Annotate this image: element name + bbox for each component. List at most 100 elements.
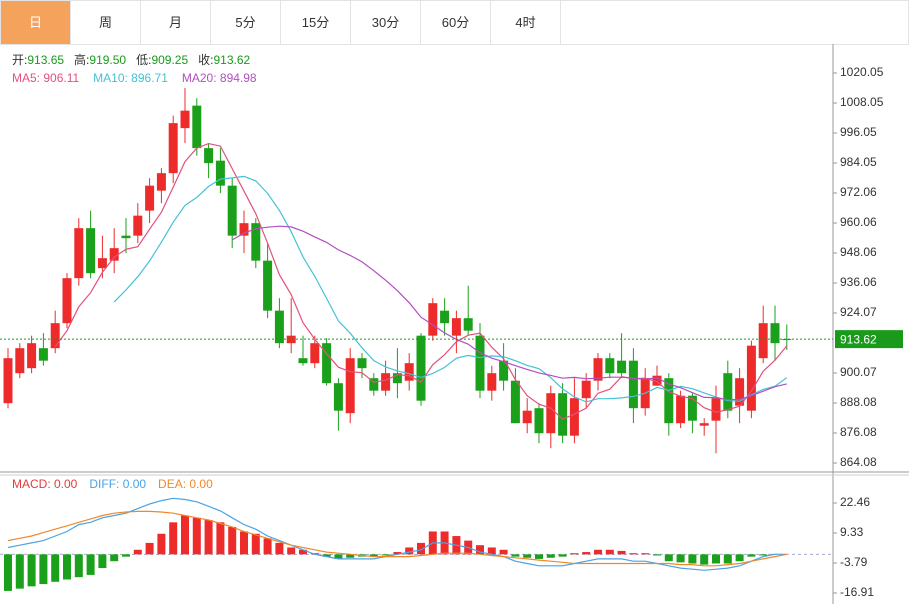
- legend-entry: MACD: 0.00: [12, 477, 78, 491]
- macd-bar: [157, 533, 166, 555]
- y-tick-label: 960.06: [840, 215, 877, 229]
- macd-bar: [133, 549, 142, 555]
- macd-bar: [110, 554, 119, 562]
- macd-bar: [546, 554, 555, 558]
- macd-bar: [39, 554, 48, 585]
- macd-bar: [712, 554, 720, 564]
- candle-body: [522, 410, 532, 424]
- candle-body: [711, 398, 721, 421]
- macd-bar: [192, 517, 201, 555]
- candle-body: [145, 185, 155, 211]
- candle-body: [97, 258, 107, 269]
- y-tick-label: 22.46: [840, 495, 870, 509]
- info-label: 低:: [136, 53, 151, 67]
- info-label: 收:: [198, 53, 213, 67]
- period-tab[interactable]: 60分: [421, 1, 491, 44]
- period-tab[interactable]: 月: [141, 1, 211, 44]
- candle-body: [593, 358, 603, 381]
- macd-bar: [653, 554, 661, 556]
- candle-body: [109, 248, 119, 261]
- info-label: 高:: [74, 52, 89, 67]
- candle-body: [27, 343, 37, 369]
- macd-bar: [86, 554, 95, 575]
- candle-body: [310, 343, 320, 364]
- candle-body: [121, 235, 131, 239]
- macd-bar: [393, 552, 402, 555]
- macd-bar: [98, 554, 107, 569]
- ohlc-info: 开:913.65 高:919.50 低:909.25 收:913.62: [12, 52, 251, 67]
- candle-body: [546, 393, 556, 434]
- macd-bar: [27, 554, 36, 587]
- candle-body: [357, 358, 367, 369]
- info-label: 开:: [12, 53, 27, 67]
- macd-bar: [275, 542, 284, 555]
- candle-body: [510, 380, 520, 424]
- candle-body: [782, 339, 792, 341]
- candle-body: [62, 278, 72, 324]
- macd-bar: [15, 554, 24, 589]
- macd-bar: [169, 522, 178, 555]
- macd-bar: [605, 549, 614, 555]
- candle-body: [499, 360, 509, 381]
- candle-body: [428, 303, 438, 336]
- macd-bar: [346, 554, 355, 558]
- macd-bar: [700, 554, 709, 565]
- period-tab[interactable]: 周: [71, 1, 141, 44]
- last-price-label: 913.62: [840, 332, 877, 346]
- macd-bar: [476, 545, 484, 555]
- macd-line: [7, 510, 787, 567]
- macd-bar: [381, 554, 390, 556]
- macd-bar: [4, 554, 12, 591]
- legend-entry: DEA: 0.00: [158, 477, 213, 491]
- period-tab[interactable]: 4时: [491, 1, 561, 44]
- candle-body: [440, 310, 450, 324]
- period-tab[interactable]: 30分: [351, 1, 421, 44]
- period-tab[interactable]: 5分: [211, 1, 281, 44]
- macd-bar: [405, 547, 414, 555]
- macd-bar: [629, 553, 638, 555]
- y-tick-label: 948.06: [840, 245, 877, 259]
- macd-bar: [369, 554, 378, 557]
- y-tick-label: 996.05: [840, 125, 877, 139]
- candle-body: [333, 383, 343, 411]
- macd-bar: [74, 554, 83, 578]
- macd-bar: [228, 526, 237, 555]
- macd-bar: [145, 542, 154, 555]
- macd-bar: [487, 547, 496, 555]
- info-value: 909.25: [151, 53, 188, 67]
- candle-body: [676, 395, 686, 424]
- macd-bar: [251, 533, 260, 555]
- candle-body: [652, 375, 662, 386]
- candle-body: [274, 310, 284, 344]
- y-tick-label: 864.08: [840, 455, 877, 469]
- candle-body: [451, 318, 461, 336]
- candle-body: [687, 395, 697, 421]
- macd-bar: [181, 515, 189, 555]
- macd-bar: [676, 554, 685, 563]
- macd-bar: [759, 554, 768, 556]
- macd-bar: [417, 542, 425, 555]
- period-tab[interactable]: 日: [1, 1, 71, 44]
- candle-body: [735, 378, 745, 406]
- macd-bar: [63, 554, 71, 580]
- candle-body: [86, 228, 96, 274]
- ma-line: [231, 225, 787, 401]
- macd-bar: [299, 549, 307, 555]
- macd-bar: [735, 554, 744, 562]
- macd-bar: [570, 553, 579, 555]
- macd-bar: [594, 549, 602, 555]
- ma-line: [113, 175, 788, 403]
- candle-body: [569, 398, 579, 436]
- y-tick-label: 924.07: [840, 305, 877, 319]
- candle-body: [263, 260, 273, 311]
- period-tab[interactable]: 15分: [281, 1, 351, 44]
- candle-body: [416, 335, 426, 401]
- candle-body: [74, 228, 84, 279]
- candle-body: [699, 423, 709, 426]
- candle-body: [180, 110, 190, 129]
- y-tick-label: 936.06: [840, 275, 877, 289]
- legend-entry: MA20: 894.98: [182, 71, 257, 85]
- y-tick-label: 972.06: [840, 185, 877, 199]
- macd-bar: [51, 554, 60, 582]
